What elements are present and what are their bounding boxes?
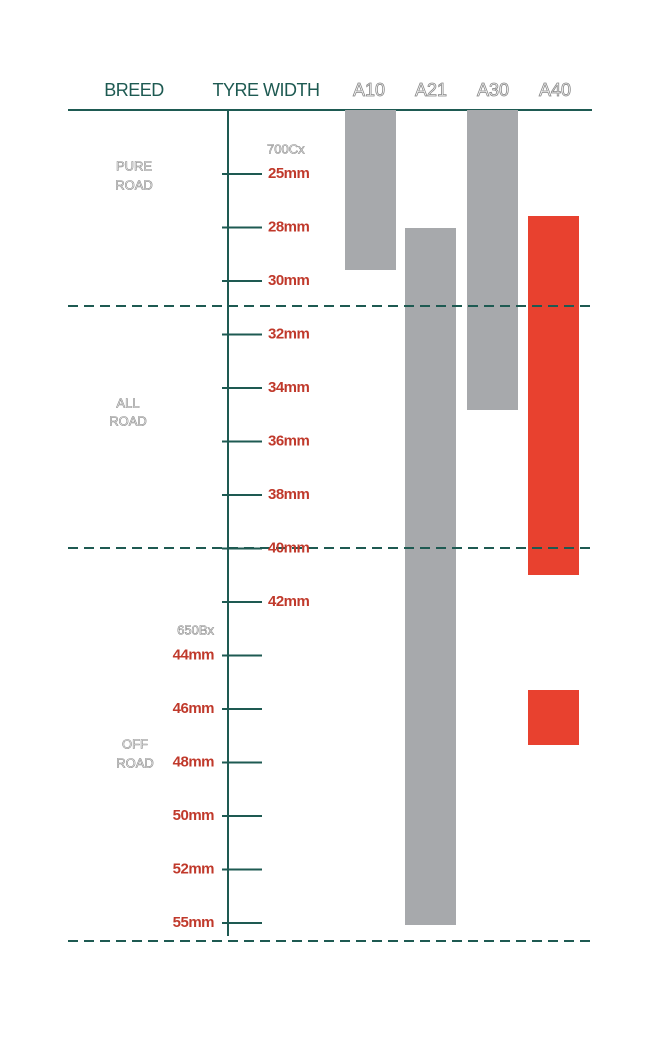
bar-a40 — [528, 216, 579, 575]
tick-label: 30mm — [268, 272, 310, 289]
section-label: PURE — [116, 158, 152, 173]
tick-label: 36mm — [268, 432, 310, 449]
rim-label: 700Cx — [267, 141, 305, 156]
tick-label: 50mm — [173, 807, 215, 824]
tick-label: 42mm — [268, 593, 310, 610]
bar-a21 — [405, 228, 456, 925]
bar-a30 — [467, 110, 518, 410]
tick-label: 38mm — [268, 486, 310, 503]
bar-a40 — [528, 690, 579, 745]
tick-label: 55mm — [173, 914, 215, 931]
header: TYRE WIDTH — [213, 80, 320, 100]
rim-label: 650Bx — [177, 622, 214, 637]
tick-label: 46mm — [173, 700, 215, 717]
tick-label: 32mm — [268, 325, 310, 342]
header: BREED — [104, 80, 164, 100]
section-label: ROAD — [109, 413, 147, 428]
tick-label: 28mm — [268, 218, 310, 235]
section-label: ALL — [116, 395, 139, 410]
section-label: ROAD — [116, 755, 154, 770]
header: A40 — [539, 80, 571, 100]
tick-label: 48mm — [173, 753, 215, 770]
tick-label: 52mm — [173, 860, 215, 877]
section-label: OFF — [122, 736, 148, 751]
tick-label: 25mm — [268, 165, 310, 182]
tick-label: 44mm — [173, 646, 215, 663]
header: A10 — [353, 80, 385, 100]
header: A30 — [477, 80, 509, 100]
tick-label: 40mm — [268, 539, 310, 556]
section-label: ROAD — [115, 177, 153, 192]
header: A21 — [415, 80, 447, 100]
bar-a10 — [345, 110, 396, 270]
tick-label: 34mm — [268, 379, 310, 396]
